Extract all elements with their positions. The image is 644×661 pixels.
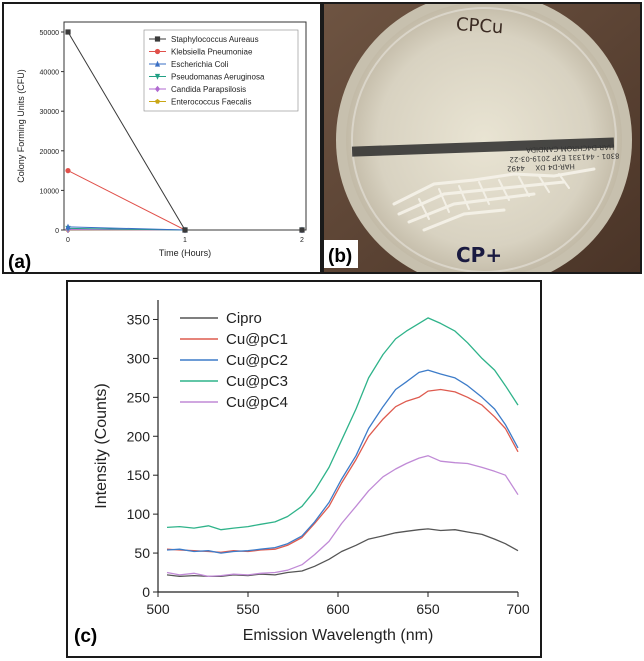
legend-label-a: Candida Parapsilosis bbox=[171, 85, 246, 94]
y-axis-label-a: Colony Forming Units (CFU) bbox=[16, 69, 26, 183]
y-tick-label-c: 200 bbox=[127, 428, 151, 444]
petri-dish-agar bbox=[346, 4, 622, 272]
panel-a: 0 10000 20000 30000 40000 50000 0 1 2 Time (Hours… bbox=[2, 2, 322, 274]
y-tick-label-a: 10000 bbox=[40, 188, 60, 195]
series-line-c bbox=[166, 369, 519, 554]
panel-c-label: (c) bbox=[74, 626, 97, 647]
emission-spectrum-chart: 0 50 100 150 200 250 300 350 500 550 600 650 700 Emis… bbox=[74, 300, 530, 647]
y-tick-label-a: 0 bbox=[55, 228, 59, 235]
bacterial-streaks bbox=[392, 167, 596, 232]
legend-label-a: Pseudomanas Aeruginosa bbox=[171, 73, 265, 82]
x-axis-label-c: Emission Wavelength (nm) bbox=[243, 627, 434, 644]
data-point-a bbox=[65, 168, 71, 174]
panel-b-label-bg bbox=[324, 240, 358, 268]
y-tick-label-a: 30000 bbox=[40, 109, 60, 116]
legend-label-c: Cipro bbox=[226, 310, 262, 327]
legend-a: Staphylococcus Aureaus Klebsiella Pneumon… bbox=[143, 29, 299, 112]
panel-a-label: (a) bbox=[8, 252, 31, 272]
legend-marker-a bbox=[154, 60, 161, 67]
x-tick-label-a: 0 bbox=[66, 237, 70, 244]
legend-marker-a bbox=[155, 98, 160, 104]
legend-label-c: Cu@pC1 bbox=[226, 331, 288, 348]
legend-marker-a bbox=[154, 73, 161, 80]
legend-label-a: Escherichia Coli bbox=[171, 60, 229, 69]
y-tick-label-a: 20000 bbox=[40, 149, 60, 156]
x-tick-label-c: 700 bbox=[506, 601, 530, 617]
legend-label-a: Staphylococcus Aureaus bbox=[171, 35, 259, 44]
label-number: 4492 bbox=[507, 164, 525, 173]
legend-marker-a bbox=[154, 48, 161, 55]
y-tick-label-c: 0 bbox=[142, 584, 150, 600]
y-tick-label-c: 350 bbox=[127, 311, 151, 327]
legend-label-c: Cu@pC2 bbox=[226, 352, 288, 369]
legend-box-a bbox=[143, 29, 299, 112]
series-line-a bbox=[67, 170, 302, 231]
y-tick-label-c: 50 bbox=[134, 545, 150, 561]
x-tick-label-c: 550 bbox=[236, 601, 260, 617]
legend-label-a: Enterococcus Faecalis bbox=[171, 98, 251, 107]
petri-dish-photo: HAR-D4 DX 8301 - 441331 EXP 2019-03-22 H… bbox=[324, 4, 640, 272]
lid-top-text: CPCu bbox=[455, 14, 504, 38]
y-axis-label-c: Intensity (Counts) bbox=[93, 383, 110, 508]
data-point-a bbox=[65, 29, 71, 35]
y-tick-label-c: 300 bbox=[127, 350, 151, 366]
legend-marker-a bbox=[154, 36, 161, 42]
y-tick-label-c: 250 bbox=[127, 389, 151, 405]
series-line-c bbox=[166, 528, 519, 578]
y-tick-label-a: 40000 bbox=[40, 70, 60, 77]
series-line-c bbox=[166, 455, 519, 578]
legend-c: Cipro Cu@pC1 Cu@pC2 Cu@pC3 Cu@pC4 bbox=[180, 310, 288, 411]
label-line-2: 8301 - 441331 EXP 2019-03-22 bbox=[509, 152, 619, 164]
y-tick-label-a: 50000 bbox=[40, 30, 60, 37]
legend-label-c: Cu@pC4 bbox=[226, 394, 288, 411]
series-line-c bbox=[166, 317, 519, 531]
legend-marker-a bbox=[154, 85, 161, 93]
x-tick-label-a: 1 bbox=[183, 237, 187, 244]
panel-c: 0 50 100 150 200 250 300 350 500 550 600 650 700 Emis… bbox=[66, 280, 542, 658]
label-line-1: HAR-D4 DX bbox=[535, 162, 575, 171]
series-line-c bbox=[166, 388, 519, 553]
x-axis-label-a: Time (Hours) bbox=[159, 248, 211, 258]
legend-label-a: Klebsiella Pneumoniae bbox=[171, 48, 253, 57]
x-tick-label-c: 500 bbox=[146, 601, 170, 617]
y-tick-label-c: 100 bbox=[127, 506, 151, 522]
lid-bottom-text: CP+ bbox=[456, 243, 502, 267]
data-point-a bbox=[299, 227, 305, 233]
legend-label-c: Cu@pC3 bbox=[226, 373, 288, 390]
data-point-a bbox=[65, 223, 71, 230]
x-tick-label-c: 650 bbox=[416, 601, 440, 617]
data-point-a bbox=[182, 227, 188, 233]
panel-b-photo: HAR-D4 DX 8301 - 441331 EXP 2019-03-22 H… bbox=[322, 2, 642, 274]
panel-b-label: (b) bbox=[328, 246, 352, 267]
cfu-line-chart: 0 10000 20000 30000 40000 50000 0 1 2 Time (Hours… bbox=[8, 21, 307, 272]
y-tick-label-c: 150 bbox=[127, 467, 151, 483]
label-line-3: HAR-D4CHROM CANDIDA bbox=[526, 143, 615, 154]
dish-label-strip bbox=[351, 137, 615, 157]
x-tick-label-a: 2 bbox=[300, 237, 304, 244]
x-tick-label-c: 600 bbox=[326, 601, 350, 617]
